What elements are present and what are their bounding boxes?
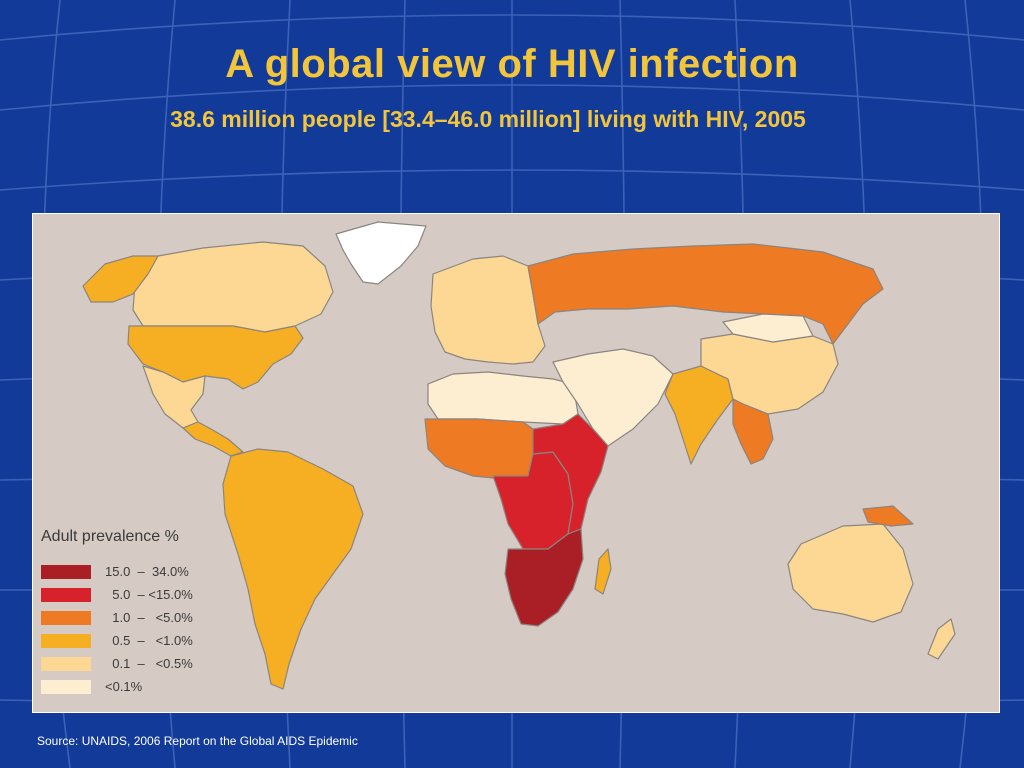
legend-swatch (41, 656, 91, 671)
region-mongolia (722, 313, 814, 343)
region-united-states (127, 325, 304, 390)
region-middle-east (552, 348, 674, 447)
region-alaska (82, 255, 159, 303)
region-north-africa (427, 371, 579, 425)
legend-item: 1.0 – <5.0% (41, 606, 241, 629)
legend-label: 1.0 – <5.0% (105, 610, 193, 625)
source-citation: Source: UNAIDS, 2006 Report on the Globa… (37, 734, 358, 748)
legend-label: <0.1% (105, 679, 143, 694)
legend-item: 15.0 – 34.0% (41, 560, 241, 583)
region-greenland (335, 221, 427, 285)
region-new-zealand (927, 618, 956, 660)
legend-swatch (41, 633, 91, 648)
legend-title: Adult prevalence % (41, 528, 179, 545)
map-legend: Adult prevalence % 15.0 – 34.0% 5.0 – <1… (41, 528, 241, 698)
legend-swatch (41, 610, 91, 625)
legend-swatch (41, 564, 91, 579)
legend-label: 0.1 – <0.5% (105, 656, 193, 671)
legend-item: 5.0 – <15.0% (41, 583, 241, 606)
world-map-panel: Adult prevalence % 15.0 – 34.0% 5.0 – <1… (32, 213, 1000, 713)
region-madagascar (594, 548, 612, 595)
slide-title: A global view of HIV infection (225, 42, 799, 86)
legend-label: 15.0 – 34.0% (105, 564, 189, 579)
region-canada (132, 241, 334, 333)
slide-subtitle: 38.6 million people [33.4–46.0 million] … (170, 106, 806, 132)
region-west-africa (424, 418, 534, 480)
region-australia (787, 523, 914, 623)
region-south-america (222, 448, 364, 690)
region-east-africa (532, 413, 609, 535)
region-russia (527, 243, 884, 345)
legend-label: 5.0 – <15.0% (105, 587, 193, 602)
region-central-america (182, 421, 244, 457)
region-india (664, 365, 734, 465)
legend-item: <0.1% (41, 675, 241, 698)
legend-swatch (41, 587, 91, 602)
region-mexico (142, 365, 206, 429)
legend-item: 0.1 – <0.5% (41, 652, 241, 675)
region-southeast-asia (732, 398, 774, 465)
legend-swatch (41, 679, 91, 694)
region-southern-africa (504, 528, 584, 627)
legend-item: 0.5 – <1.0% (41, 629, 241, 652)
region-papua-new-guinea (862, 505, 914, 527)
legend-label: 0.5 – <1.0% (105, 633, 193, 648)
region-europe (430, 255, 546, 365)
world-prevalence-map (82, 221, 956, 690)
